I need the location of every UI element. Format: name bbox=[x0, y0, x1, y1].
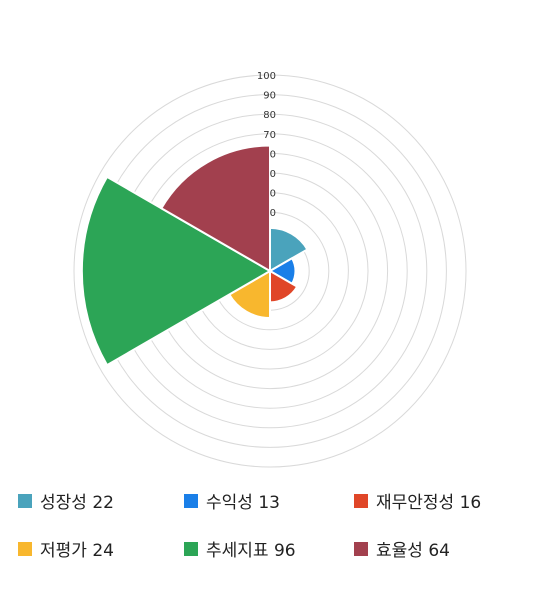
tick-label: 0 bbox=[270, 189, 276, 200]
chart-slices bbox=[80, 144, 309, 367]
tick-label: 0 bbox=[270, 149, 276, 160]
slice-6[interactable] bbox=[159, 144, 271, 273]
legend-item-financial-stability[interactable]: 재무안정성 16 bbox=[354, 488, 481, 513]
legend-swatch bbox=[184, 541, 198, 556]
grid-ring bbox=[73, 74, 467, 468]
legend-label: 추세지표 96 bbox=[206, 541, 296, 561]
legend-item-profitability[interactable]: 수익성 13 bbox=[184, 488, 280, 513]
legend-item-trend-indicator[interactable]: 추세지표 96 bbox=[184, 536, 296, 561]
legend-swatch bbox=[354, 541, 368, 556]
slice-5[interactable] bbox=[80, 175, 272, 367]
legend-label: 성장성 22 bbox=[40, 493, 114, 513]
tick-label: 90 bbox=[263, 91, 276, 102]
polar-area-chart: 100 90 80 70 0 0 0 0 bbox=[73, 71, 467, 468]
legend-label: 재무안정성 16 bbox=[376, 493, 482, 513]
legend-label: 저평가 24 bbox=[40, 541, 114, 561]
tick-label: 80 bbox=[263, 110, 276, 121]
legend-swatch bbox=[354, 493, 368, 508]
legend-label: 효율성 64 bbox=[376, 541, 450, 561]
legend-swatch bbox=[184, 493, 198, 508]
radial-tick-labels: 100 90 80 70 0 0 0 0 bbox=[257, 71, 276, 219]
tick-label: 0 bbox=[270, 208, 276, 219]
tick-label: 0 bbox=[270, 169, 276, 180]
legend-swatch bbox=[18, 493, 32, 508]
legend-item-growth[interactable]: 성장성 22 bbox=[18, 488, 114, 513]
tick-label: 70 bbox=[263, 130, 276, 141]
legend-item-efficiency[interactable]: 효율성 64 bbox=[354, 536, 450, 561]
legend-label: 수익성 13 bbox=[206, 493, 280, 513]
legend-item-undervaluation[interactable]: 저평가 24 bbox=[18, 536, 114, 561]
tick-label: 100 bbox=[257, 71, 276, 82]
legend-swatch bbox=[18, 541, 32, 556]
